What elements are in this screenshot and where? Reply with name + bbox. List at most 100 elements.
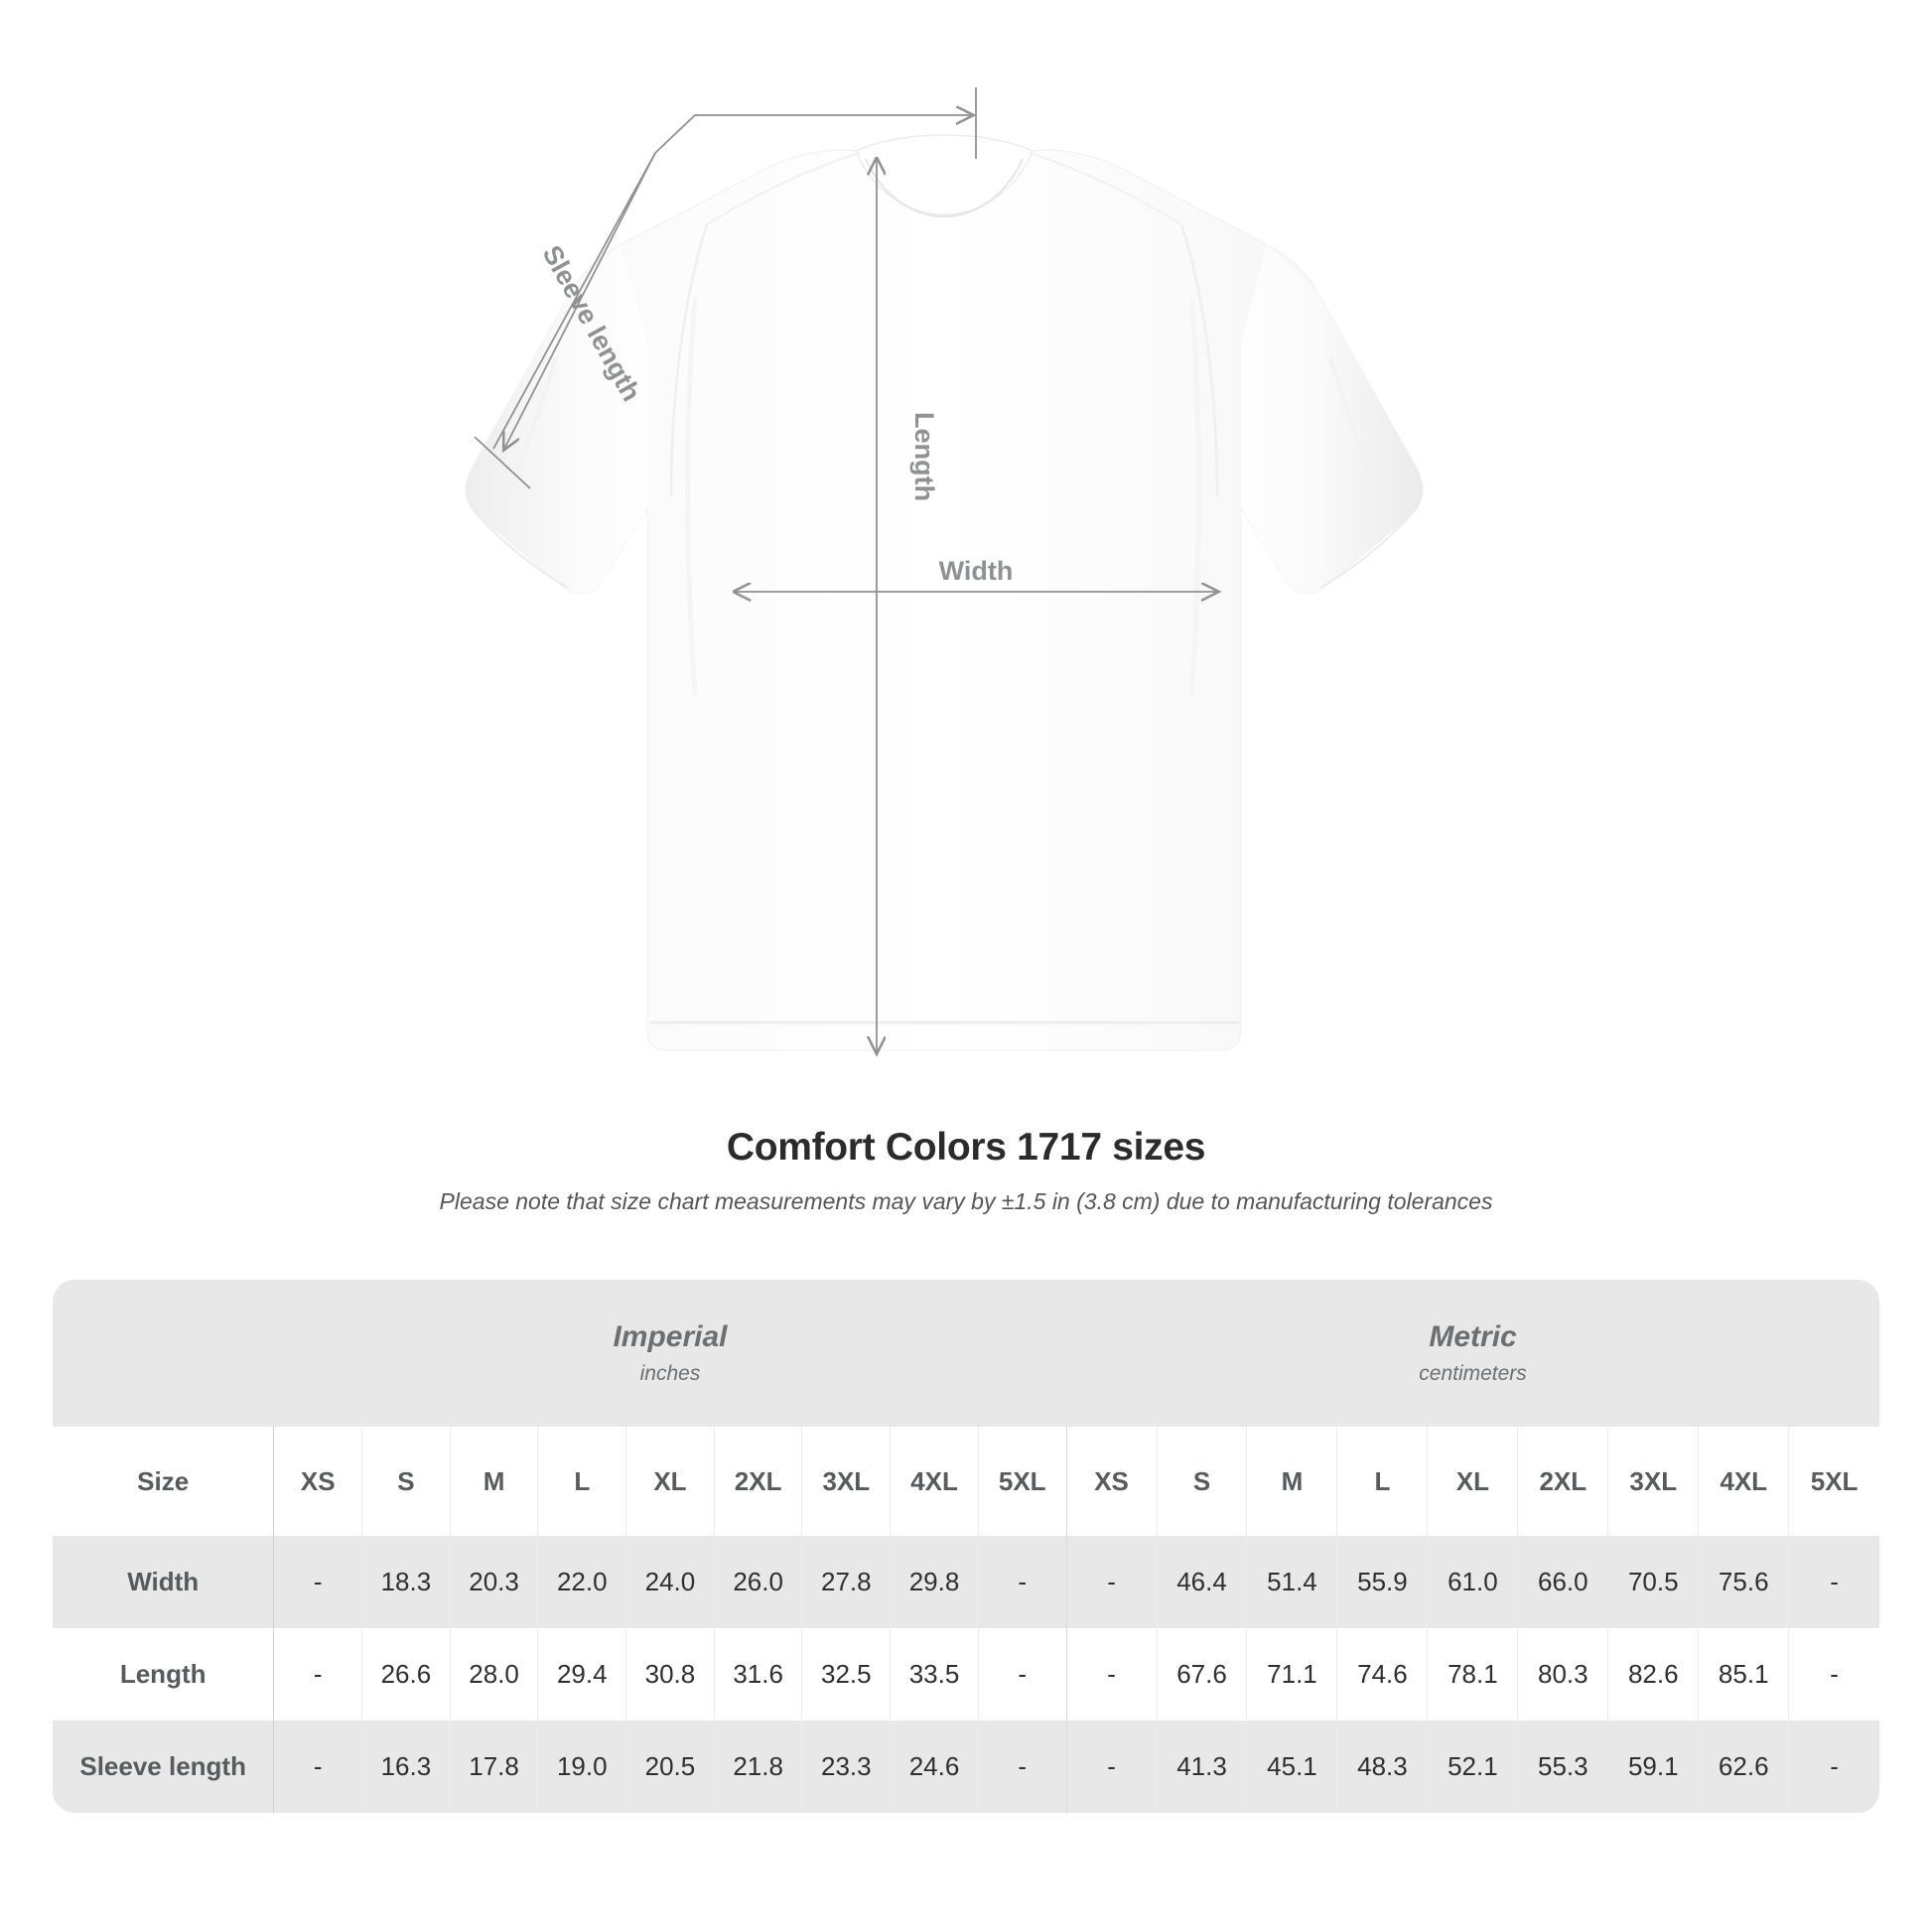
size-header-label: Size (53, 1427, 274, 1536)
right-armhole-seam (1179, 223, 1219, 497)
cell-length-imperial-4xl: 33.5 (890, 1628, 979, 1721)
right-sleeve-hem (1319, 513, 1413, 589)
unit-row-spacer (53, 1280, 274, 1427)
measurement-annotations (474, 87, 1217, 1052)
cell-sleeve-imperial-xs: - (273, 1721, 362, 1813)
unit-group-metric-name: Metric (1429, 1319, 1517, 1353)
cell-width-imperial-m: 20.3 (449, 1536, 538, 1628)
table-row: Width - 18.3 20.3 22.0 24.0 26.0 27.8 29… (53, 1536, 1879, 1628)
cell-length-imperial-s: 26.6 (361, 1628, 451, 1721)
left-armhole-seam (669, 223, 709, 497)
row-label-sleeve-length: Sleeve length (53, 1721, 274, 1813)
size-chart-table-container: Imperial inches Metric centimeters Size … (53, 1280, 1879, 1813)
cell-width-metric-l: 55.9 (1336, 1536, 1428, 1628)
size-header-cell-metric-2xl: 2XL (1517, 1427, 1608, 1536)
cell-length-imperial-xs: - (273, 1628, 362, 1721)
left-shoulder-seam (706, 152, 861, 225)
cell-width-metric-3xl: 70.5 (1607, 1536, 1699, 1628)
tshirt-illustration (465, 134, 1424, 1051)
unit-group-metric: Metric centimeters (1066, 1280, 1879, 1427)
cell-sleeve-metric-2xl: 55.3 (1517, 1721, 1608, 1813)
unit-group-imperial-name: Imperial (613, 1319, 728, 1353)
size-header-cell-imperial-3xl: 3XL (801, 1427, 891, 1536)
size-chart-table: Imperial inches Metric centimeters Size … (53, 1280, 1879, 1813)
row-label-length: Length (53, 1628, 274, 1721)
cell-length-metric-l: 74.6 (1336, 1628, 1428, 1721)
cell-width-metric-2xl: 66.0 (1517, 1536, 1608, 1628)
cell-length-metric-4xl: 85.1 (1698, 1628, 1789, 1721)
cell-length-metric-xl: 78.1 (1427, 1628, 1518, 1721)
right-shoulder-seam (1028, 152, 1182, 225)
cell-sleeve-metric-3xl: 59.1 (1607, 1721, 1699, 1813)
cell-width-imperial-2xl: 26.0 (713, 1536, 802, 1628)
cell-width-metric-4xl: 75.6 (1698, 1536, 1789, 1628)
cell-length-imperial-l: 29.4 (537, 1628, 626, 1721)
cell-sleeve-imperial-m: 17.8 (449, 1721, 538, 1813)
size-header-cell-metric-l: L (1336, 1427, 1428, 1536)
cell-width-metric-m: 51.4 (1246, 1536, 1337, 1628)
size-header-cell-metric-5xl: 5XL (1788, 1427, 1879, 1536)
tshirt-measurement-diagram: Sleeve length Length Width (465, 87, 1424, 1122)
cell-length-metric-xs: - (1065, 1628, 1158, 1721)
size-header-cell-imperial-s: S (361, 1427, 451, 1536)
unit-group-metric-sub: centimeters (1419, 1362, 1527, 1386)
cell-length-imperial-2xl: 31.6 (713, 1628, 802, 1721)
unit-group-row: Imperial inches Metric centimeters (53, 1280, 1879, 1427)
sleeve-length-arrow (504, 152, 656, 449)
size-header-cell-metric-s: S (1156, 1427, 1247, 1536)
size-header-cell-imperial-xl: XL (625, 1427, 715, 1536)
size-header-cell-metric-m: M (1246, 1427, 1337, 1536)
size-header-cell-metric-3xl: 3XL (1607, 1427, 1699, 1536)
cell-width-imperial-xs: - (273, 1536, 362, 1628)
cell-sleeve-imperial-3xl: 23.3 (801, 1721, 891, 1813)
table-row: Length - 26.6 28.0 29.4 30.8 31.6 32.5 3… (53, 1628, 1879, 1721)
fold-sleeve-left (510, 356, 558, 487)
cell-sleeve-metric-5xl: - (1788, 1721, 1879, 1813)
left-sleeve-shading (465, 244, 647, 594)
cell-width-imperial-l: 22.0 (537, 1536, 626, 1628)
left-sleeve-hem (476, 513, 569, 589)
size-header-cell-imperial-m: M (449, 1427, 538, 1536)
cell-length-imperial-xl: 30.8 (625, 1628, 715, 1721)
cell-length-imperial-m: 28.0 (449, 1628, 538, 1721)
cell-width-metric-5xl: - (1788, 1536, 1879, 1628)
unit-group-imperial: Imperial inches (273, 1280, 1067, 1427)
cell-sleeve-metric-xl: 52.1 (1427, 1721, 1518, 1813)
table-row: Sleeve length - 16.3 17.8 19.0 20.5 21.8… (53, 1721, 1879, 1813)
tshirt-svg: Sleeve length Length Width (465, 87, 1424, 1122)
cell-length-imperial-5xl: - (977, 1628, 1067, 1721)
size-header-cell-imperial-2xl: 2XL (713, 1427, 802, 1536)
cell-length-metric-3xl: 82.6 (1607, 1628, 1699, 1721)
cell-width-metric-xs: - (1065, 1536, 1158, 1628)
cell-width-imperial-xl: 24.0 (625, 1536, 715, 1628)
cell-sleeve-imperial-4xl: 24.6 (890, 1721, 979, 1813)
cell-length-metric-m: 71.1 (1246, 1628, 1337, 1721)
cell-width-imperial-4xl: 29.8 (890, 1536, 979, 1628)
size-header-cell-imperial-xs: XS (273, 1427, 362, 1536)
width-label: Width (939, 556, 1014, 586)
size-header-cell-metric-xl: XL (1427, 1427, 1518, 1536)
row-label-width: Width (53, 1536, 274, 1628)
cell-sleeve-imperial-s: 16.3 (361, 1721, 451, 1813)
cell-sleeve-metric-s: 41.3 (1156, 1721, 1247, 1813)
cell-width-imperial-s: 18.3 (361, 1536, 451, 1628)
cell-sleeve-imperial-l: 19.0 (537, 1721, 626, 1813)
cell-sleeve-metric-4xl: 62.6 (1698, 1721, 1789, 1813)
fold-right (1188, 297, 1201, 696)
fold-left (685, 297, 698, 696)
page-title: Comfort Colors 1717 sizes (726, 1126, 1206, 1169)
cell-sleeve-metric-m: 45.1 (1246, 1721, 1337, 1813)
cell-sleeve-imperial-2xl: 21.8 (713, 1721, 802, 1813)
cell-length-metric-2xl: 80.3 (1517, 1628, 1608, 1721)
cell-sleeve-metric-xs: - (1065, 1721, 1158, 1813)
cell-sleeve-metric-l: 48.3 (1336, 1721, 1428, 1813)
sleeve-end-tick (474, 436, 531, 489)
size-header-row: Size XS S M L XL 2XL 3XL 4XL 5XL XS S M … (53, 1427, 1879, 1536)
cell-width-metric-s: 46.4 (1156, 1536, 1247, 1628)
tolerance-note: Please note that size chart measurements… (439, 1187, 1493, 1214)
cell-sleeve-imperial-xl: 20.5 (625, 1721, 715, 1813)
right-sleeve-shading (1241, 244, 1424, 594)
sleeve-leader-line (492, 114, 852, 450)
cell-width-imperial-3xl: 27.8 (801, 1536, 891, 1628)
length-label: Length (909, 412, 939, 501)
